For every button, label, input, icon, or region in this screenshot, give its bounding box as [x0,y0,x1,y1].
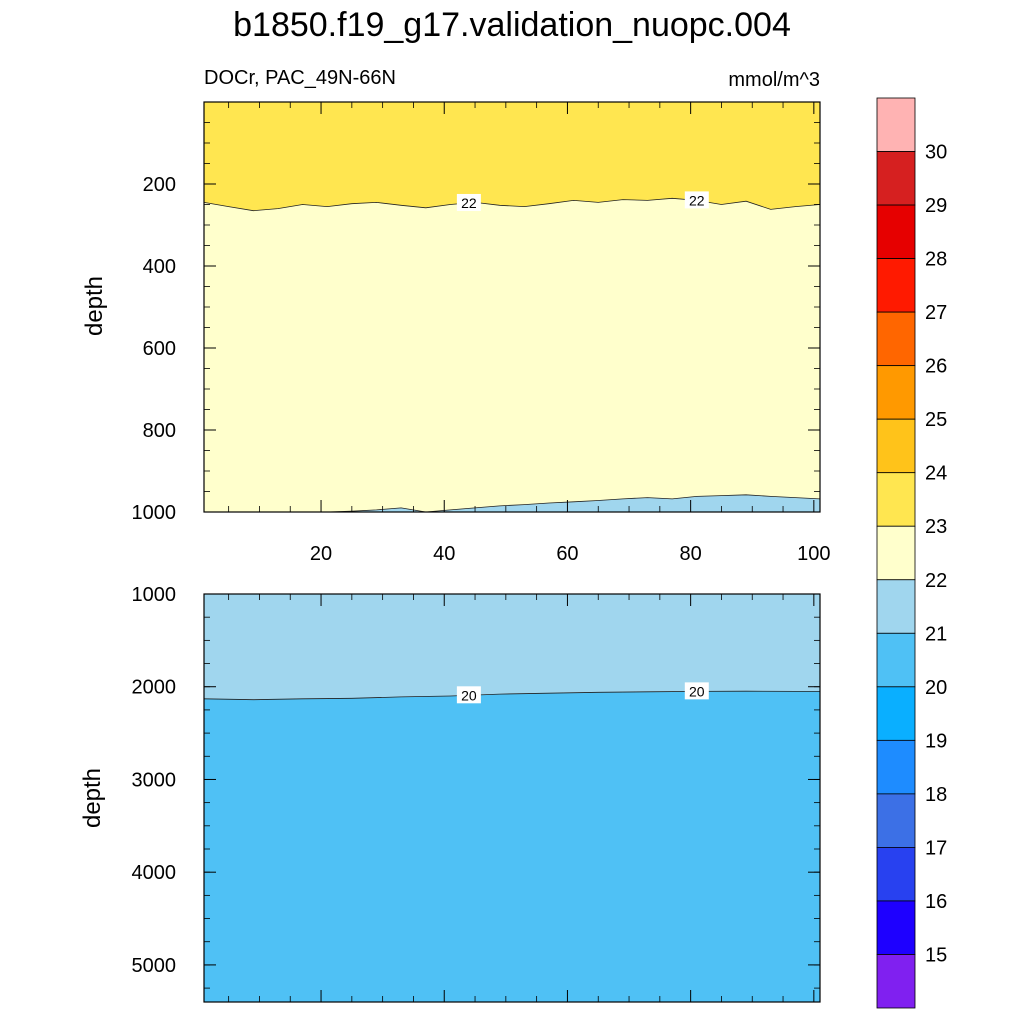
colorbar-box [876,739,916,795]
y-tick-label: 4000 [132,862,177,884]
colorbar-box [876,418,916,474]
colorbar-label: 23 [925,516,947,538]
panel-frame [203,593,821,1003]
colorbar-box [876,97,916,152]
colorbar-box [876,793,916,848]
x-tick-label: 100 [797,543,830,565]
y-tick-label: 600 [143,338,176,360]
colorbar-label: 16 [925,891,947,913]
lower-y-axis-label: depth [79,768,106,828]
contour-label-bg [456,193,481,211]
contour-label: 20 [461,687,477,703]
colorbar: 30 29 28 27 26 25 24 23 22 21 20 19 18 17 16 15 [876,97,947,1009]
colorbar-box [876,311,916,367]
y-tick-label: 200 [143,174,176,196]
contour-panels: 200 400 600 800 1000 20 40 60 80 100 22 22 1000 2000 3… [132,101,831,1003]
y-tick-label: 1000 [132,584,177,606]
contour-label: 20 [689,683,705,699]
panel-lower: 1000 2000 3000 4000 5000 20 20 [132,584,821,1003]
y-tick-label: 2000 [132,677,177,699]
panel-upper: 200 400 600 800 1000 20 40 60 80 100 22 22 [132,101,831,565]
y-tick-label: 800 [143,420,176,442]
colorbar-box [876,847,916,902]
colorbar-label: 22 [925,570,947,592]
band-below-20 [204,691,820,1002]
colorbar-box [876,954,916,1009]
contour-label-bg [456,686,481,704]
band-below-22 [204,198,820,513]
upper-y-axis-label: depth [81,276,108,336]
y-tick-label: 1000 [132,502,177,524]
colorbar-box [876,632,916,688]
colorbar-label: 27 [925,302,947,324]
y-tick-label: 3000 [132,769,177,791]
colorbar-box [876,151,916,206]
chart-title: b1850.f19_g17.validation_nuopc.004 [233,6,791,44]
colorbar-label: 29 [925,195,947,217]
colorbar-label: 15 [925,944,947,966]
y-tick-label: 400 [143,256,176,278]
colorbar-box [876,204,916,259]
band-below-21 [204,494,820,512]
contour-label: 22 [461,195,477,211]
colorbar-label: 18 [925,784,947,806]
colorbar-box [876,258,916,313]
colorbar-box [876,579,916,634]
variable-region-label: DOCr, PAC_49N-66N [204,67,396,89]
x-tick-label: 80 [680,543,702,565]
contour-label: 22 [689,192,705,208]
contour-line-22 [203,197,821,212]
colorbar-label: 20 [925,677,947,699]
colorbar-label: 19 [925,730,947,752]
colorbar-box [876,525,916,581]
contour-label-bg [684,682,709,700]
x-tick-label: 60 [556,543,578,565]
y-tick-label: 5000 [132,955,177,977]
x-tick-label: 20 [310,543,332,565]
colorbar-box [876,900,916,955]
colorbar-label: 25 [925,409,947,431]
colorbar-box [876,365,916,420]
contour-label-bg [684,191,709,209]
contour-line-20 [203,690,820,701]
colorbar-label: 30 [925,142,947,164]
units-label: mmol/m^3 [728,69,820,91]
colorbar-label: 26 [925,356,947,378]
colorbar-box [876,472,916,527]
colorbar-label: 28 [925,249,947,271]
colorbar-label: 24 [925,463,947,485]
colorbar-label: 17 [925,837,947,859]
colorbar-label: 21 [925,623,947,645]
colorbar-box [876,686,916,741]
x-tick-label: 40 [433,543,455,565]
